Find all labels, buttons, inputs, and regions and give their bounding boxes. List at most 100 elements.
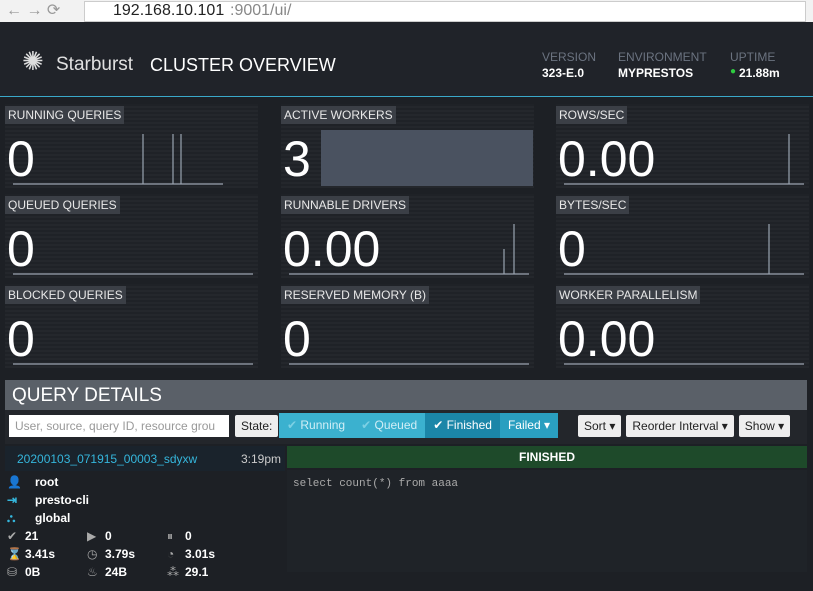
- metric-label: ROWS/SEC: [556, 106, 628, 124]
- sparkline-area: [321, 130, 533, 186]
- dropdown-button[interactable]: Reorder Interval ▾: [626, 415, 734, 437]
- metric-value: 0: [7, 221, 35, 277]
- stat-value: 0: [105, 529, 112, 543]
- source: presto-cli: [35, 493, 90, 507]
- sparkline: [13, 363, 253, 365]
- stat-value: 29.1: [185, 565, 209, 579]
- nav-icons: ← → ⟳: [6, 2, 61, 19]
- buttons: Sort ▾ Reorder Interval ▾ Show ▾: [578, 415, 791, 437]
- sparkline-path: [564, 224, 804, 275]
- caret: ▾: [540, 418, 550, 432]
- metric-label: QUEUED QUERIES: [5, 196, 120, 214]
- stat-icon: ⌛: [7, 547, 22, 561]
- check-icon: ✔: [287, 418, 301, 432]
- metric-value: 0.00: [558, 311, 656, 367]
- version-label: VERSION: [542, 50, 597, 64]
- metric-value: 0.00: [558, 131, 656, 187]
- sparkline: [564, 363, 804, 365]
- sparkline-path: [564, 134, 804, 185]
- address-bar[interactable]: 192.168.10.101 :9001/ui/: [84, 1, 806, 22]
- query-details-header: QUERY DETAILS: [5, 380, 807, 410]
- caret: ▾: [606, 419, 616, 433]
- metric-label: RESERVED MEMORY (B): [281, 286, 430, 304]
- filter-label: Failed: [507, 418, 541, 432]
- stat-icon: ◔: [167, 547, 175, 561]
- metric-value: 0: [558, 221, 586, 277]
- status-dot: ●: [730, 66, 737, 77]
- metric: WORKER PARALLELISM 0.00: [556, 284, 809, 368]
- button-label: Sort: [584, 419, 607, 433]
- sql: select count(*) from aaaa: [293, 478, 459, 490]
- browser-bar: ← → ⟳ 192.168.10.101 :9001/ui/: [0, 0, 813, 23]
- metric: BLOCKED QUERIES 0: [5, 284, 258, 368]
- stat-value: 0B: [25, 565, 41, 579]
- filter-button[interactable]: ✔ Running: [279, 413, 354, 438]
- metric: RUNNING QUERIES 0: [5, 104, 258, 188]
- state-label: State:: [235, 415, 279, 437]
- stat-value: 21: [25, 529, 39, 543]
- dropdown-button[interactable]: Sort ▾: [578, 415, 622, 437]
- filter-label: Running: [300, 418, 346, 432]
- metric-value: 0: [283, 311, 311, 367]
- filter-label: Queued: [374, 418, 418, 432]
- query-row-header: 20200103_071915_00003_sdyxw 3:19pm: [5, 446, 285, 471]
- resource-group: global: [35, 511, 71, 525]
- caret: ▾: [774, 419, 785, 433]
- dropdown-button[interactable]: Show ▾: [738, 415, 791, 437]
- sparkline-path: [13, 134, 223, 185]
- metric-label: BYTES/SEC: [556, 196, 630, 214]
- title: CLUSTER OVERVIEW: [150, 55, 336, 75]
- stat-icon: ✔: [7, 529, 18, 543]
- filter-button[interactable]: Failed ▾: [499, 413, 558, 438]
- environment-label: ENVIRONMENT: [618, 50, 707, 64]
- sparkline: [13, 273, 253, 275]
- metric-label: WORKER PARALLELISM: [556, 286, 701, 304]
- sparkline: [289, 363, 529, 365]
- query-id[interactable]: 20200103_071915_00003_sdyxw: [17, 452, 198, 466]
- metric-label: RUNNING QUERIES: [5, 106, 125, 124]
- sparkline: [13, 134, 223, 185]
- search-input[interactable]: User, source, query ID, resource grou: [9, 415, 229, 437]
- check-icon: ✔: [433, 418, 447, 432]
- filter-button[interactable]: ✔ Queued: [353, 413, 426, 438]
- filter-button[interactable]: ✔ Finished: [425, 413, 500, 438]
- metric-label: BLOCKED QUERIES: [5, 286, 126, 304]
- logo-icon: ✺: [22, 46, 44, 76]
- stat-icon: ▶: [87, 529, 97, 543]
- query-state-bar: FINISHED: [287, 446, 807, 468]
- button-label: Reorder Interval: [632, 419, 719, 433]
- query-state: FINISHED: [518, 450, 575, 464]
- stat-value: 24B: [105, 565, 128, 579]
- metric-value: 3: [283, 131, 311, 187]
- stat-icon: ⛁: [7, 565, 18, 579]
- filters: ✔ Running ✔ Queued ✔ Finished Failed ▾: [279, 413, 558, 438]
- environment: MYPRESTOS: [618, 66, 694, 80]
- stat-icon: ⏸: [167, 529, 174, 543]
- brand: Starburst: [56, 54, 134, 75]
- caret: ▾: [718, 419, 728, 433]
- stat-icon: ◷: [87, 547, 98, 561]
- filter-label: Finished: [446, 418, 492, 432]
- sql-panel: select count(*) from aaaa: [287, 470, 807, 572]
- stat-value: 3.01s: [185, 547, 216, 561]
- uptime-label: UPTIME: [730, 50, 776, 64]
- metric: RESERVED MEMORY (B) 0: [281, 284, 534, 368]
- url-host: 192.168.10.101: [113, 2, 225, 19]
- query-info: 👤 root ⇥ presto-cli ⛬ global ✔ 21 ▶ 0 ⏸ 0 ⌛ 3.41s ◷…: [7, 475, 216, 579]
- button-label: Show: [744, 419, 775, 433]
- metric: ROWS/SEC 0.00: [556, 104, 809, 188]
- user: root: [35, 475, 59, 489]
- stat-value: 3.41s: [25, 547, 56, 561]
- stat-icon: ⁂: [167, 565, 179, 579]
- stat-icon: ♨: [87, 565, 98, 579]
- sparkline: [289, 224, 529, 275]
- metric: QUEUED QUERIES 0: [5, 194, 258, 278]
- metric-value: 0: [7, 311, 35, 367]
- metric: ACTIVE WORKERS 3: [281, 104, 534, 188]
- sparkline: [564, 134, 804, 185]
- section-title: QUERY DETAILS: [12, 385, 162, 406]
- header: ✺ Starburst CLUSTER OVERVIEW VERSION 323…: [0, 22, 813, 97]
- metric-label: RUNNABLE DRIVERS: [281, 196, 410, 214]
- sparkline-path: [289, 224, 529, 275]
- version: 323-E.0: [542, 66, 585, 80]
